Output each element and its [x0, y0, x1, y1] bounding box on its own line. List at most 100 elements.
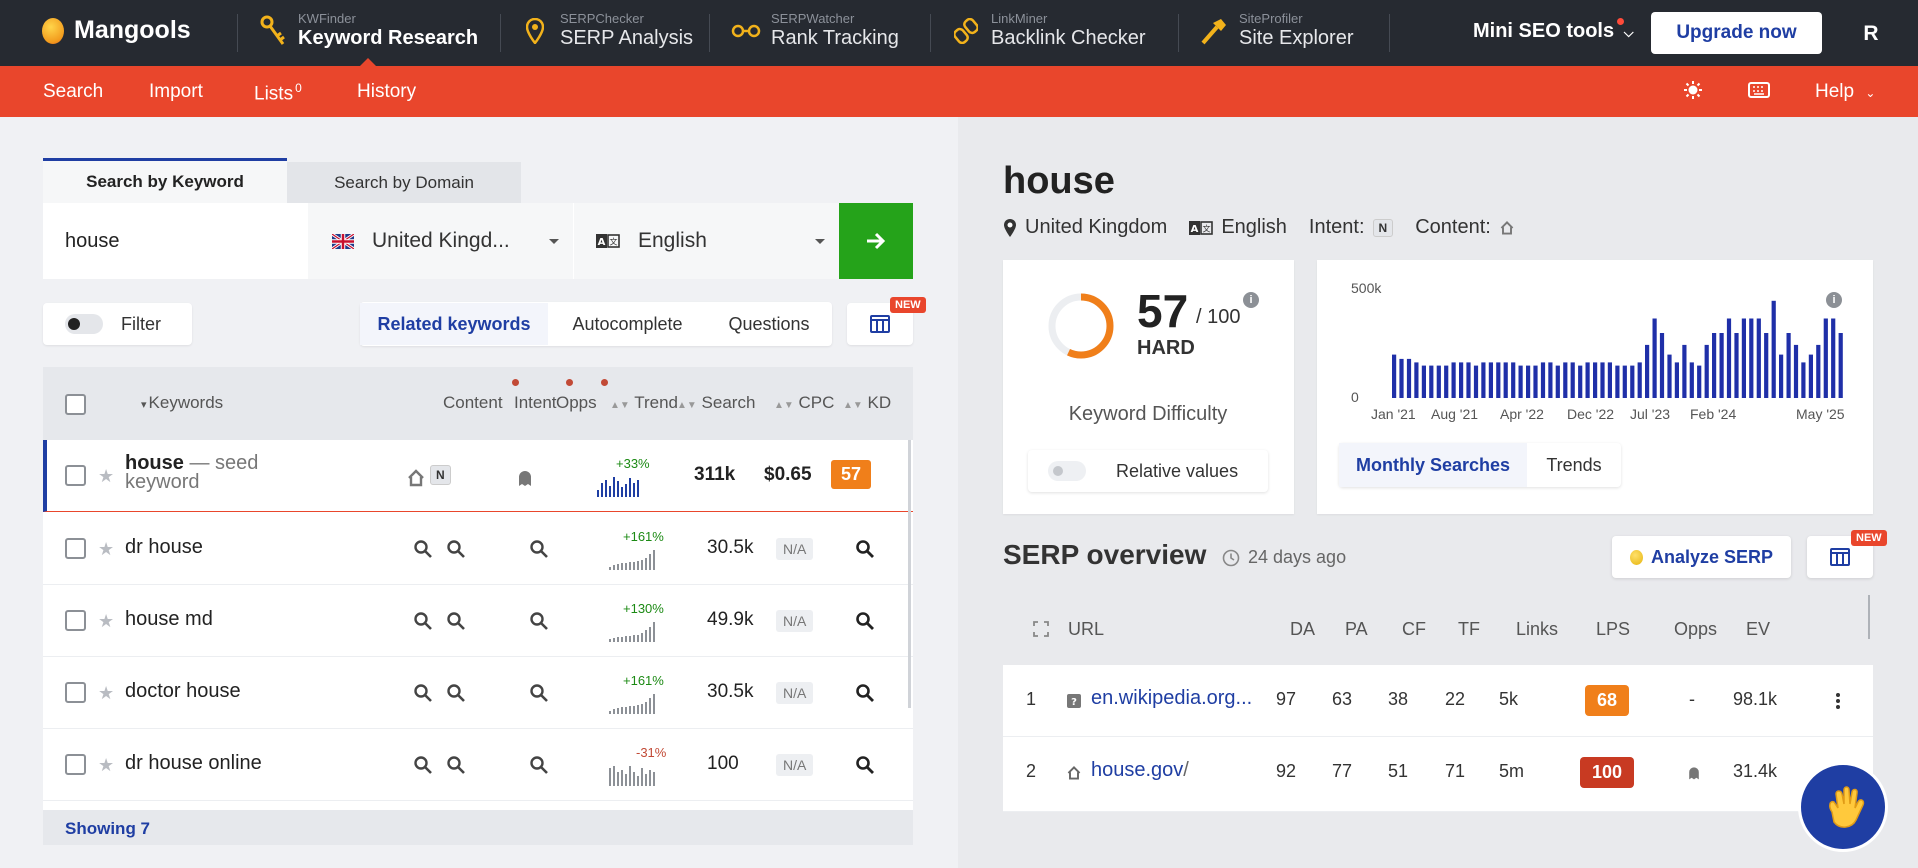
col-url[interactable]: URL: [1068, 619, 1105, 639]
search-icon[interactable]: [413, 539, 433, 559]
chart-bar[interactable]: [1436, 365, 1441, 398]
chart-bar[interactable]: [1771, 300, 1776, 398]
chart-bar[interactable]: [1741, 318, 1746, 399]
search-icon[interactable]: [855, 539, 875, 559]
nav-search[interactable]: Search: [43, 81, 104, 102]
chart-bar[interactable]: [1600, 362, 1605, 398]
serp-scrollbar[interactable]: [1868, 595, 1870, 639]
tab-search-by-keyword[interactable]: Search by Keyword: [43, 158, 287, 203]
chart-bar[interactable]: [1838, 333, 1843, 398]
app-linkminer[interactable]: LinkMiner Backlink Checker: [951, 12, 1146, 50]
app-siteprofiler[interactable]: SiteProfiler Site Explorer: [1199, 12, 1354, 50]
chart-bar[interactable]: [1786, 333, 1791, 398]
col-cpc[interactable]: ▲▼ CPC: [774, 393, 834, 413]
keyword-cell[interactable]: house — seed keyword: [125, 453, 275, 492]
col-keywords[interactable]: ▾ Keywords: [141, 393, 223, 413]
chart-bar[interactable]: [1459, 362, 1464, 398]
chart-bar[interactable]: [1496, 362, 1501, 398]
chart-bar[interactable]: [1764, 333, 1769, 398]
tab-questions[interactable]: Questions: [707, 303, 831, 345]
chart-bar[interactable]: [1555, 365, 1560, 398]
chart-bar[interactable]: [1831, 318, 1836, 399]
chart-bar[interactable]: [1607, 362, 1612, 398]
chart-bar[interactable]: [1481, 362, 1486, 398]
chart-bar[interactable]: [1674, 362, 1679, 398]
chart-bar[interactable]: [1503, 362, 1508, 398]
search-icon[interactable]: [529, 539, 549, 559]
search-icon[interactable]: [855, 683, 875, 703]
search-icon[interactable]: [413, 755, 433, 775]
col-content[interactable]: Content: [443, 393, 503, 412]
analyze-serp-button[interactable]: Analyze SERP: [1612, 536, 1791, 578]
chart-bar[interactable]: [1570, 362, 1575, 398]
upgrade-now-button[interactable]: Upgrade now: [1651, 12, 1822, 54]
chart-bar[interactable]: [1637, 362, 1642, 398]
col-opps[interactable]: Opps: [556, 393, 597, 412]
chart-bar[interactable]: [1585, 362, 1590, 398]
chart-bar[interactable]: [1667, 354, 1672, 398]
chart-bar[interactable]: [1563, 362, 1568, 398]
chart-bar[interactable]: [1704, 344, 1709, 398]
table-scrollbar[interactable]: [908, 440, 911, 708]
columns-button[interactable]: [847, 303, 913, 345]
col-da[interactable]: DA: [1290, 619, 1316, 639]
expand-icon[interactable]: [1033, 621, 1049, 637]
serp-url-link[interactable]: house.gov/: [1091, 759, 1189, 782]
search-icon[interactable]: [446, 539, 466, 559]
chart-bar[interactable]: [1548, 362, 1553, 398]
table-row[interactable]: ★ house md +130% 49.9k N/A: [43, 585, 913, 657]
app-serpwatcher[interactable]: SERPWatcher Rank Tracking: [731, 12, 899, 50]
chart-bar[interactable]: [1526, 365, 1531, 398]
col-ev[interactable]: EV: [1746, 619, 1771, 639]
chart-bar[interactable]: [1645, 344, 1650, 398]
search-go-button[interactable]: [839, 203, 913, 279]
chart-bar[interactable]: [1816, 344, 1821, 398]
search-icon[interactable]: [413, 611, 433, 631]
chart-bar[interactable]: [1622, 365, 1627, 398]
tab-related-keywords[interactable]: Related keywords: [360, 303, 548, 345]
more-options-icon[interactable]: [1835, 692, 1841, 710]
chart-bar[interactable]: [1444, 365, 1449, 398]
info-icon[interactable]: i: [1826, 292, 1842, 308]
search-icon[interactable]: [529, 683, 549, 703]
chart-bar[interactable]: [1511, 362, 1516, 398]
chart-bar[interactable]: [1697, 365, 1702, 398]
star-icon[interactable]: ★: [98, 466, 115, 486]
chart-bar[interactable]: [1392, 354, 1397, 398]
serp-url-link[interactable]: en.wikipedia.org...: [1091, 687, 1253, 709]
chart-bar[interactable]: [1399, 358, 1404, 398]
chart-bar[interactable]: [1734, 333, 1739, 398]
search-icon[interactable]: [446, 683, 466, 703]
filter-switch[interactable]: [65, 314, 103, 334]
table-row[interactable]: ★ house — seed keyword N +33% 311k $0.65…: [43, 440, 913, 512]
chart-bar[interactable]: [1652, 318, 1657, 399]
chart-bar[interactable]: [1630, 365, 1635, 398]
chart-bar[interactable]: [1682, 344, 1687, 398]
keyword-text[interactable]: house md: [125, 608, 213, 630]
keyword-text[interactable]: dr house: [125, 536, 203, 558]
mini-seo-tools-menu[interactable]: Mini SEO tools ⌵: [1473, 18, 1634, 43]
col-opps[interactable]: Opps: [1674, 619, 1718, 639]
chart-bar[interactable]: [1793, 344, 1799, 398]
row-checkbox[interactable]: [65, 754, 86, 775]
nav-import[interactable]: Import: [149, 81, 203, 102]
search-icon[interactable]: [446, 755, 466, 775]
chart-bar[interactable]: [1406, 358, 1412, 398]
col-intent[interactable]: Intent: [514, 393, 557, 412]
search-icon[interactable]: [529, 611, 549, 631]
chart-bar[interactable]: [1823, 318, 1828, 399]
chart-bar[interactable]: [1518, 365, 1523, 398]
keyboard-shortcuts-button[interactable]: [1748, 82, 1770, 104]
chart-bar[interactable]: [1473, 365, 1479, 398]
chart-bar[interactable]: [1719, 333, 1724, 398]
search-icon[interactable]: [855, 755, 875, 775]
info-icon[interactable]: i: [1243, 292, 1259, 308]
tab-autocomplete[interactable]: Autocomplete: [549, 303, 706, 345]
keyword-input[interactable]: house: [43, 203, 307, 279]
chart-bar[interactable]: [1429, 365, 1434, 398]
serp-row[interactable]: 1 ? en.wikipedia.org... 97 63 38 22 5k 6…: [1003, 665, 1873, 737]
chart-bar[interactable]: [1726, 318, 1732, 399]
col-tf[interactable]: TF: [1458, 619, 1480, 639]
chart-bar[interactable]: [1689, 362, 1694, 398]
